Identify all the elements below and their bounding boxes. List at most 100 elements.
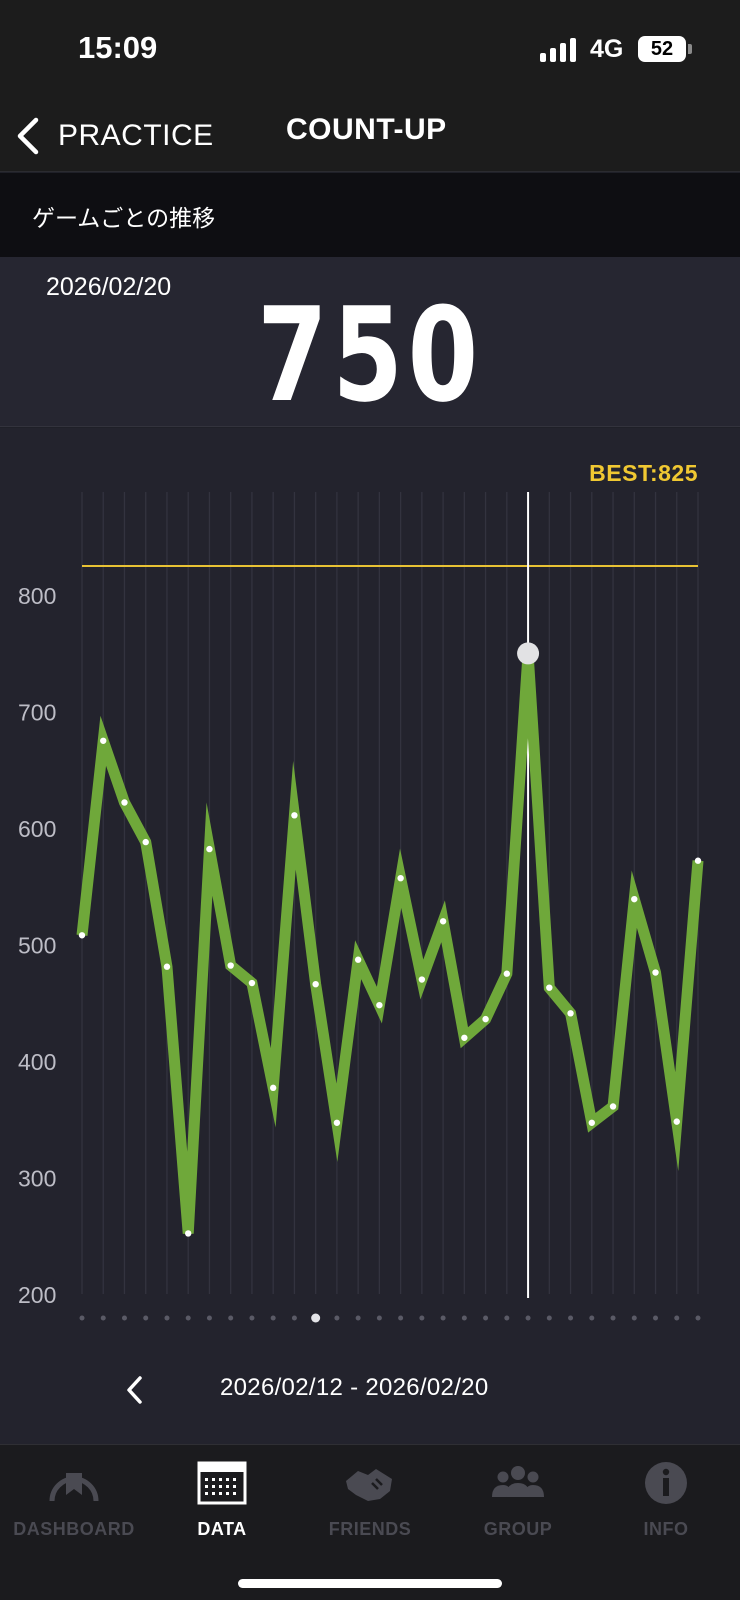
page-dot xyxy=(695,1315,701,1321)
y-tick-label: 700 xyxy=(18,700,56,726)
data-point xyxy=(609,1103,617,1110)
selected-date: 2026/02/20 xyxy=(46,273,172,301)
date-range-nav: 2026/02/12 - 2026/02/20 xyxy=(0,1360,740,1420)
friends-handshake-icon xyxy=(346,1469,392,1501)
score-line-chart[interactable]: 800 700 600 500 400 300 200 xyxy=(0,428,740,1444)
data-point xyxy=(439,918,447,925)
data-point xyxy=(631,895,638,903)
data-point xyxy=(546,984,553,991)
page-dot xyxy=(270,1315,276,1321)
data-point xyxy=(206,845,213,853)
data-point xyxy=(142,838,149,846)
calendar-data-icon xyxy=(197,1461,247,1505)
tab-info[interactable]: INFO xyxy=(592,1459,740,1549)
data-point xyxy=(503,970,511,977)
data-point xyxy=(461,1034,468,1041)
tab-label: INFO xyxy=(643,1519,689,1539)
group-people-icon xyxy=(492,1466,544,1497)
page-dot xyxy=(525,1315,531,1321)
y-tick-label: 400 xyxy=(18,1049,56,1075)
chevron-left-icon xyxy=(127,1376,142,1404)
page-dot xyxy=(504,1315,510,1321)
home-indicator xyxy=(238,1579,502,1588)
data-point xyxy=(376,1001,383,1009)
y-tick-label: 600 xyxy=(18,816,56,842)
selected-data-point xyxy=(517,642,540,665)
page-dot xyxy=(334,1315,340,1321)
date-range-label: 2026/02/12 - 2026/02/20 xyxy=(220,1374,489,1401)
info-icon xyxy=(645,1462,687,1504)
y-tick-label: 300 xyxy=(18,1166,56,1192)
data-point xyxy=(269,1084,277,1092)
data-point xyxy=(397,875,404,882)
data-point xyxy=(567,1010,574,1017)
page-dot xyxy=(589,1315,595,1321)
series-line xyxy=(76,653,704,1234)
page-dot xyxy=(291,1315,297,1321)
network-type: 4G xyxy=(590,35,624,63)
data-point xyxy=(694,857,702,864)
section-title: ゲームごとの推移 xyxy=(32,206,216,232)
selected-score-panel: 2026/02/20 750 xyxy=(0,257,740,431)
tab-label: DASHBOARD xyxy=(13,1519,135,1539)
dashboard-gauge-icon xyxy=(49,1473,99,1502)
page-dot xyxy=(143,1315,149,1321)
data-point xyxy=(163,963,171,970)
page-dot xyxy=(206,1315,212,1321)
page-dot xyxy=(674,1315,680,1321)
y-tick-label: 500 xyxy=(18,933,56,959)
data-point xyxy=(121,799,128,806)
page-dot xyxy=(249,1315,255,1321)
battery-cap xyxy=(688,44,692,54)
data-point xyxy=(291,812,298,819)
page-dot xyxy=(653,1315,659,1321)
data-point xyxy=(482,1015,489,1023)
back-button-label: PRACTICE xyxy=(58,119,214,152)
data-point xyxy=(418,976,426,983)
data-point xyxy=(100,737,107,744)
status-bar: 15:09 4G 52 xyxy=(0,0,740,100)
data-point xyxy=(652,969,659,976)
chevron-left-icon xyxy=(17,117,39,155)
page-dot xyxy=(79,1315,85,1321)
page-dot xyxy=(164,1315,170,1321)
page-title: COUNT-UP xyxy=(286,113,447,146)
previous-range-button[interactable] xyxy=(120,1372,150,1408)
data-point xyxy=(588,1119,595,1126)
data-point xyxy=(78,932,86,939)
best-score-label: BEST:825 xyxy=(589,460,698,486)
score-chart-panel[interactable]: BEST:825 800 700 600 500 400 300 200 xyxy=(0,428,740,1444)
back-button[interactable]: PRACTICE xyxy=(14,110,214,162)
page-dot xyxy=(546,1315,552,1321)
data-point xyxy=(185,1230,192,1237)
tab-dashboard[interactable]: DASHBOARD xyxy=(0,1459,148,1549)
data-point xyxy=(312,980,319,988)
tab-data[interactable]: DATA xyxy=(148,1459,296,1549)
data-point xyxy=(248,979,256,987)
page-dot xyxy=(100,1315,106,1321)
page-dot xyxy=(121,1315,127,1321)
navigation-bar: PRACTICE COUNT-UP xyxy=(0,100,740,172)
data-point xyxy=(227,962,234,969)
battery-icon: 52 xyxy=(638,36,686,62)
data-point xyxy=(333,1119,341,1126)
page-dot xyxy=(610,1315,616,1321)
selected-score: 750 xyxy=(257,279,483,431)
y-tick-label: 200 xyxy=(18,1282,56,1308)
tab-bar: DASHBOARD DATA FRIENDS GROUP xyxy=(0,1444,740,1600)
page-dot xyxy=(185,1315,191,1321)
page-dot xyxy=(228,1315,234,1321)
y-tick-label: 800 xyxy=(18,583,56,609)
page-dot xyxy=(461,1315,467,1321)
page-dot xyxy=(398,1315,404,1321)
page-dot xyxy=(419,1315,425,1321)
data-point xyxy=(354,956,362,963)
page-dot xyxy=(568,1315,574,1321)
tab-group[interactable]: GROUP xyxy=(444,1459,592,1549)
page-dot xyxy=(483,1315,489,1321)
section-header: ゲームごとの推移 xyxy=(0,173,740,257)
page-dot-active xyxy=(311,1313,321,1323)
tab-friends[interactable]: FRIENDS xyxy=(296,1459,444,1549)
page-dot xyxy=(355,1315,361,1321)
signal-strength-icon xyxy=(540,38,580,62)
